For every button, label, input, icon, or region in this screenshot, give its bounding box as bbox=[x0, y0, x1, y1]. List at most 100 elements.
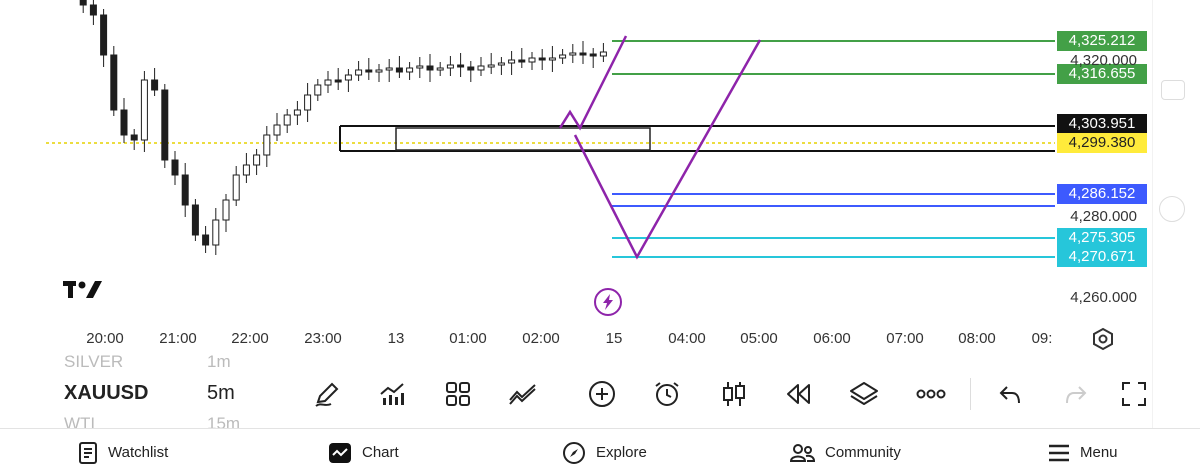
price-tag[interactable]: 4,316.655 bbox=[1057, 64, 1147, 84]
ghost-interval-above[interactable]: 1m bbox=[207, 352, 231, 371]
candlestick-series bbox=[79, 0, 607, 255]
candle-body bbox=[242, 164, 250, 176]
axis-price-label: 4,260.000 bbox=[1070, 289, 1137, 306]
interval-selector[interactable]: 5m bbox=[207, 382, 235, 404]
candle-body bbox=[314, 84, 322, 96]
candle-body bbox=[130, 134, 138, 141]
nav-menu[interactable]: Menu bbox=[1048, 429, 1118, 476]
candle-body bbox=[191, 204, 199, 236]
candle-body bbox=[120, 109, 128, 136]
candle-body bbox=[518, 59, 526, 63]
side-circle-icon[interactable] bbox=[1159, 196, 1185, 222]
candle-body bbox=[528, 57, 536, 63]
candle-body bbox=[375, 69, 383, 73]
price-tag[interactable]: 4,275.305 bbox=[1057, 228, 1147, 248]
right-edge-panel bbox=[1152, 0, 1200, 428]
compare-icon[interactable] bbox=[505, 376, 541, 412]
candle-body bbox=[253, 154, 261, 166]
price-tag[interactable]: 4,270.671 bbox=[1057, 247, 1147, 267]
candle-body bbox=[79, 0, 87, 6]
nav-watchlist[interactable]: Watchlist bbox=[78, 429, 168, 476]
indicators-icon[interactable] bbox=[374, 376, 410, 412]
candle-body bbox=[140, 79, 148, 141]
more-icon[interactable] bbox=[913, 376, 949, 412]
projection-path-down-up[interactable] bbox=[573, 39, 762, 260]
time-axis-label: 13 bbox=[387, 330, 405, 347]
projection-path-up[interactable] bbox=[558, 35, 628, 131]
candle-body bbox=[89, 4, 97, 16]
chart-toolbar: SILVER 1m XAUUSD 5m WTI 15m bbox=[46, 352, 1152, 433]
candle-body bbox=[538, 57, 546, 61]
candle-body bbox=[110, 54, 118, 111]
lightning-icon[interactable] bbox=[594, 288, 622, 316]
time-axis-label: 09: bbox=[1031, 330, 1053, 347]
ghost-symbol-above[interactable]: SILVER bbox=[64, 352, 124, 371]
candle-body bbox=[559, 54, 567, 59]
price-chart[interactable] bbox=[0, 0, 1200, 360]
candle-body bbox=[293, 109, 301, 116]
candle-body bbox=[334, 79, 342, 83]
layout-icon[interactable] bbox=[440, 376, 476, 412]
bottom-navigation: Watchlist Chart Explore Community Menu bbox=[0, 428, 1200, 476]
candle-body bbox=[100, 14, 108, 56]
time-axis-label: 07:00 bbox=[886, 330, 924, 347]
time-axis-label: 23:00 bbox=[304, 330, 342, 347]
candle-body bbox=[171, 159, 179, 176]
undo-icon[interactable] bbox=[992, 376, 1028, 412]
time-axis-label: 02:00 bbox=[522, 330, 560, 347]
hamburger-icon bbox=[1049, 444, 1069, 461]
hexagon-gear-icon[interactable] bbox=[1093, 327, 1113, 351]
candle-body bbox=[446, 64, 454, 69]
nav-menu-label: Menu bbox=[1080, 444, 1118, 461]
time-axis-label: 20:00 bbox=[86, 330, 124, 347]
price-tag[interactable]: 4,286.152 bbox=[1057, 184, 1147, 204]
symbol-selector[interactable]: XAUUSD bbox=[64, 382, 149, 404]
nav-explore-label: Explore bbox=[596, 444, 647, 461]
candle-body bbox=[579, 52, 587, 56]
candle-body bbox=[344, 74, 352, 81]
candle-body bbox=[283, 114, 291, 126]
toolbar-divider bbox=[970, 378, 971, 410]
candle-body bbox=[385, 67, 393, 71]
axis-price-label: 4,320.000 bbox=[1070, 52, 1137, 69]
candle-body bbox=[599, 51, 607, 57]
nav-chart[interactable]: Chart bbox=[328, 429, 399, 476]
alarm-icon[interactable] bbox=[649, 376, 685, 412]
fullscreen-icon[interactable] bbox=[1116, 376, 1152, 412]
candle-body bbox=[426, 65, 434, 71]
time-axis-label: 01:00 bbox=[449, 330, 487, 347]
axis-price-label: 4,280.000 bbox=[1070, 208, 1137, 225]
tradingview-logo-icon bbox=[63, 281, 102, 298]
side-handle-icon[interactable] bbox=[1161, 80, 1185, 100]
candle-body bbox=[569, 52, 577, 56]
candles-icon[interactable] bbox=[716, 376, 752, 412]
candle-body bbox=[395, 67, 403, 73]
watchlist-icon bbox=[79, 441, 97, 464]
nav-community[interactable]: Community bbox=[789, 429, 901, 476]
candle-body bbox=[324, 79, 332, 86]
layers-icon[interactable] bbox=[846, 376, 882, 412]
time-axis-label: 06:00 bbox=[813, 330, 851, 347]
nav-watchlist-label: Watchlist bbox=[108, 444, 169, 461]
candle-body bbox=[202, 234, 210, 246]
candle-body bbox=[304, 94, 312, 111]
add-icon[interactable] bbox=[584, 376, 620, 412]
candle-body bbox=[365, 69, 373, 73]
consolidation-box[interactable] bbox=[395, 127, 651, 151]
candle-body bbox=[273, 124, 281, 136]
candle-body bbox=[589, 53, 597, 57]
time-axis-label: 21:00 bbox=[159, 330, 197, 347]
nav-explore[interactable]: Explore bbox=[562, 429, 647, 476]
price-tag[interactable]: 4,325.212 bbox=[1057, 31, 1147, 51]
replay-icon[interactable] bbox=[780, 376, 816, 412]
candle-body bbox=[222, 199, 230, 221]
chart-area[interactable]: 4,325.212 4,316.655 4,303.951 4,299.380 4,28… bbox=[0, 0, 1200, 360]
price-tag[interactable]: 4,299.380 bbox=[1057, 133, 1147, 153]
price-tag[interactable]: 4,303.951 bbox=[1057, 114, 1147, 134]
pencil-icon[interactable] bbox=[309, 376, 345, 412]
candle-body bbox=[232, 174, 240, 201]
candle-body bbox=[508, 59, 516, 64]
redo-icon[interactable] bbox=[1058, 376, 1094, 412]
candle-body bbox=[355, 69, 363, 76]
time-axis-label: 08:00 bbox=[958, 330, 996, 347]
